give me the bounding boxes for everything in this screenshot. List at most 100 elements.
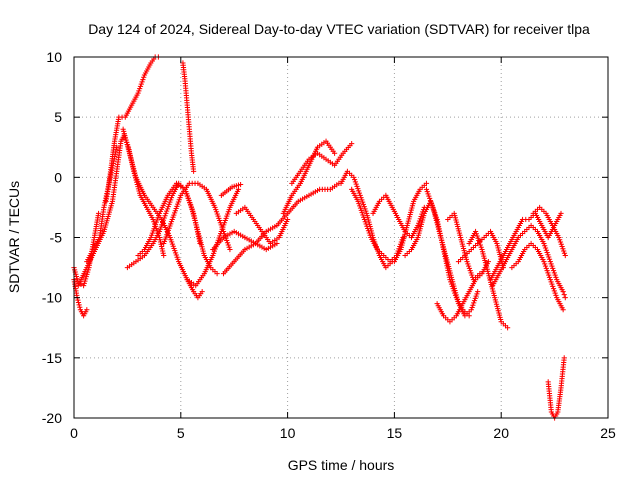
trail-point (140, 76, 146, 83)
trail-point (75, 299, 82, 306)
trail-point (550, 265, 556, 271)
trail-point (361, 204, 367, 210)
trail-point (164, 206, 171, 212)
trail-point (157, 239, 164, 245)
trail-point (542, 261, 548, 267)
trail-point (164, 208, 170, 214)
trail-point (427, 195, 433, 201)
trail-point (475, 235, 481, 241)
trail-point (470, 302, 476, 308)
trail-point (360, 212, 366, 218)
trail-point (364, 223, 370, 229)
data-point (227, 246, 233, 253)
trail-point (543, 247, 549, 253)
trail-point (471, 300, 477, 306)
y-axis-label: SDTVAR / TECUs (6, 181, 22, 293)
trail-point (225, 242, 231, 248)
trail-point (226, 244, 232, 250)
trail-point (469, 272, 475, 278)
x-tick-label: 20 (493, 425, 509, 441)
data-point (81, 283, 87, 289)
data-point (547, 277, 553, 283)
trail-point (352, 176, 358, 183)
trail-point (136, 88, 142, 94)
trail-point (367, 232, 373, 238)
y-tick-label: 0 (54, 169, 62, 185)
trail-point (542, 263, 549, 269)
trail-point (158, 224, 164, 230)
trail-point (548, 279, 554, 285)
data-point (161, 252, 167, 259)
trail-point (365, 228, 372, 234)
data-point (274, 240, 280, 247)
trail-point (550, 283, 556, 289)
trail-point (468, 270, 474, 276)
trail-point (546, 256, 553, 262)
trail-point (561, 250, 568, 256)
trail-point (72, 269, 78, 275)
y-tick-label: -15 (42, 350, 62, 366)
data-point (349, 141, 355, 147)
trail-point (552, 290, 558, 296)
trail-point (353, 181, 359, 187)
x-tick-label: 0 (70, 425, 78, 441)
trail-point (165, 204, 171, 210)
trail-point (544, 267, 550, 274)
trail-point (560, 246, 566, 252)
trail-point (416, 218, 423, 224)
data-point (562, 295, 568, 301)
trail-point (74, 276, 80, 282)
data-point (150, 216, 156, 223)
trail-point (469, 304, 475, 311)
data-point (541, 240, 547, 247)
data-point (95, 210, 102, 217)
data-point (547, 258, 553, 265)
trail-point (357, 205, 364, 211)
trail-point (157, 226, 163, 232)
y-tick-label: -5 (50, 230, 63, 246)
trail-point (157, 237, 163, 243)
trail-point (477, 242, 483, 248)
data-point (114, 144, 120, 150)
trail-point (544, 249, 550, 256)
trail-point (363, 221, 369, 227)
trail-point (355, 186, 361, 192)
trail-point (559, 243, 565, 250)
trail-point (166, 201, 172, 208)
data-point (561, 355, 567, 361)
x-tick-label: 25 (600, 425, 616, 441)
trail-point (472, 295, 478, 302)
trail-point (141, 74, 147, 80)
trail-point (160, 248, 166, 254)
trail-point (83, 276, 89, 282)
trail-point (81, 280, 87, 286)
trail-point (551, 270, 557, 276)
trail-point (75, 278, 81, 284)
trail-point (358, 207, 364, 214)
trail-point (168, 197, 174, 203)
trail-point (224, 237, 230, 244)
trail-point (552, 272, 558, 278)
trail-point (360, 201, 367, 208)
trail-point (160, 250, 166, 256)
trail-point (474, 233, 480, 239)
trail-point (478, 244, 484, 250)
data-point (475, 289, 481, 295)
x-tick-label: 5 (177, 425, 185, 441)
trail-point (161, 215, 167, 221)
trail-point (82, 278, 88, 284)
trail-point (561, 248, 567, 254)
trail-point (158, 241, 164, 247)
trail-point (137, 85, 143, 92)
trail-point (553, 274, 559, 280)
trail-point (168, 195, 175, 201)
trail-point (553, 292, 559, 299)
trail-point (356, 188, 362, 194)
trail-point (561, 292, 567, 298)
trail-point (83, 274, 89, 280)
trail-point (362, 206, 368, 212)
data-point (468, 307, 474, 313)
trail-point (473, 293, 479, 299)
trail-point (549, 263, 555, 269)
trail-point (557, 237, 563, 243)
